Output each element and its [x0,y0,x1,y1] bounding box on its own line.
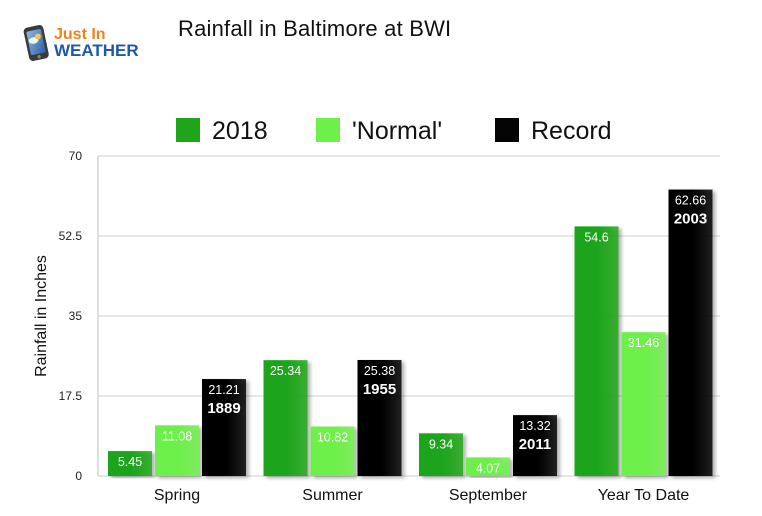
legend-label-1: 'Normal' [352,117,442,145]
value-label-0-2: 9.34 [429,437,453,451]
value-label-2-0: 21.21 [208,383,239,397]
legend-label-2: Record [531,117,612,145]
category-label-2: September [449,487,528,504]
bar-1-2 [466,457,510,476]
y-tick-label-2: 35 [69,309,83,323]
y-tick-label-1: 17.5 [59,389,83,403]
bar-2-1 [357,359,402,476]
record-year-label-0: 1889 [207,400,240,417]
value-label-1-0: 11.08 [162,429,192,443]
bar-0-0 [108,451,152,476]
y-axis-label: Rainfall in Inches [33,255,50,377]
bar-1-1 [310,426,355,476]
y-tick-label-0: 0 [75,469,82,483]
bar-2-0 [202,379,246,476]
category-label-0: Spring [154,487,200,504]
category-label-1: Summer [302,487,363,504]
value-label-0-3: 54.6 [584,230,608,244]
record-year-label-1: 1955 [363,381,396,398]
record-year-label-2: 2011 [519,436,552,453]
bar-0-1 [263,360,308,476]
value-label-1-1: 10.82 [317,431,348,445]
legend-swatch-0 [176,118,200,142]
bar-2-3 [668,189,713,476]
value-label-1-2: 4.07 [476,461,500,475]
value-label-0-0: 5.45 [118,455,142,469]
y-tick-label-4: 70 [69,149,83,163]
bar-1-3 [621,332,666,476]
bar-2-2 [513,415,557,476]
value-label-2-2: 13.32 [519,419,550,433]
legend-label-0: 2018 [212,117,268,145]
value-label-1-3: 31.46 [628,336,659,350]
logo-text-line1: Just In [54,26,106,43]
legend-swatch-1 [316,118,340,142]
legend-swatch-2 [495,118,519,142]
record-year-label-3: 2003 [674,211,707,228]
logo-text-line2: WEATHER [54,41,139,60]
value-label-2-1: 25.38 [364,364,395,378]
bar-0-2 [419,433,463,476]
value-label-0-1: 25.34 [270,364,301,378]
y-tick-label-3: 52.5 [59,229,83,243]
bar-1-0 [155,425,199,476]
category-label-3: Year To Date [598,487,690,504]
bar-0-3 [574,226,619,476]
value-label-2-3: 62.66 [675,194,706,208]
chart-title: Rainfall in Baltimore at BWI [178,16,452,41]
